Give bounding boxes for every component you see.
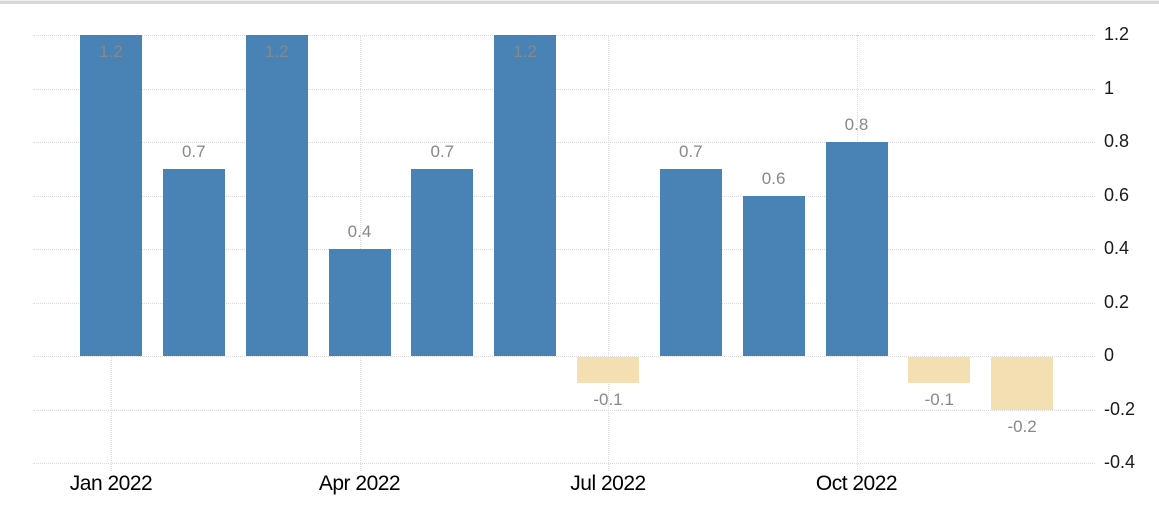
gridline-horizontal — [33, 142, 1095, 143]
bar[interactable] — [80, 35, 142, 356]
bar-value-label: -0.2 — [1007, 416, 1037, 436]
x-axis-tick-label: Jan 2022 — [69, 472, 153, 495]
bar[interactable] — [659, 168, 722, 357]
bar-value-label: 0.6 — [761, 168, 786, 188]
y-axis-tick-label: -0.4 — [1104, 452, 1136, 472]
bar[interactable] — [577, 357, 639, 383]
x-axis-tick-label: Jul 2022 — [570, 472, 646, 495]
bar-value-label: 0.7 — [678, 141, 703, 161]
bar[interactable] — [908, 357, 971, 383]
bar-value-label: 0.8 — [844, 115, 869, 134]
gridline-horizontal — [33, 356, 1095, 357]
y-axis-tick-label: 1.2 — [1104, 24, 1130, 44]
bar[interactable] — [825, 142, 888, 356]
x-axis-tick-label: Apr 2022 — [318, 472, 401, 495]
bar-value-label: 0.4 — [347, 222, 372, 241]
bar[interactable] — [328, 249, 391, 356]
y-axis-tick-label: -0.2 — [1104, 398, 1136, 419]
y-axis-tick-label: 0.4 — [1104, 238, 1130, 258]
x-axis-tick-label: Oct 2022 — [815, 472, 898, 495]
y-axis-tick-label: 0.8 — [1104, 131, 1130, 151]
gridline-horizontal — [33, 409, 1095, 411]
y-axis-tick-label: 0 — [1104, 345, 1115, 365]
bar-value-label: 1.2 — [99, 42, 123, 61]
bar-value-label: 0.7 — [430, 141, 455, 161]
y-axis-tick-label: 0.2 — [1104, 291, 1130, 312]
bar-value-label: 0.7 — [181, 141, 206, 161]
gridline-horizontal — [33, 302, 1095, 304]
bar-value-label: -0.1 — [593, 389, 623, 409]
gridline-horizontal — [33, 195, 1095, 197]
bar[interactable] — [991, 357, 1054, 410]
bar-value-label: 1.2 — [513, 42, 537, 61]
gridline-horizontal — [33, 249, 1095, 250]
gridline-horizontal — [33, 463, 1095, 464]
bar[interactable] — [245, 35, 308, 356]
y-axis-tick-label: 1 — [1104, 77, 1115, 98]
bar[interactable] — [494, 35, 557, 356]
gridline-horizontal — [33, 88, 1095, 90]
bar-value-label: -0.1 — [924, 389, 954, 409]
bar[interactable] — [162, 168, 225, 357]
chart-top-border — [0, 0, 1159, 4]
y-axis-tick-label: 0.6 — [1104, 184, 1130, 205]
bar-value-label: 1.2 — [264, 42, 289, 61]
bar[interactable] — [411, 168, 474, 357]
bar[interactable] — [742, 195, 805, 356]
gridline-horizontal — [33, 35, 1095, 36]
gridline-vertical — [608, 35, 609, 471]
